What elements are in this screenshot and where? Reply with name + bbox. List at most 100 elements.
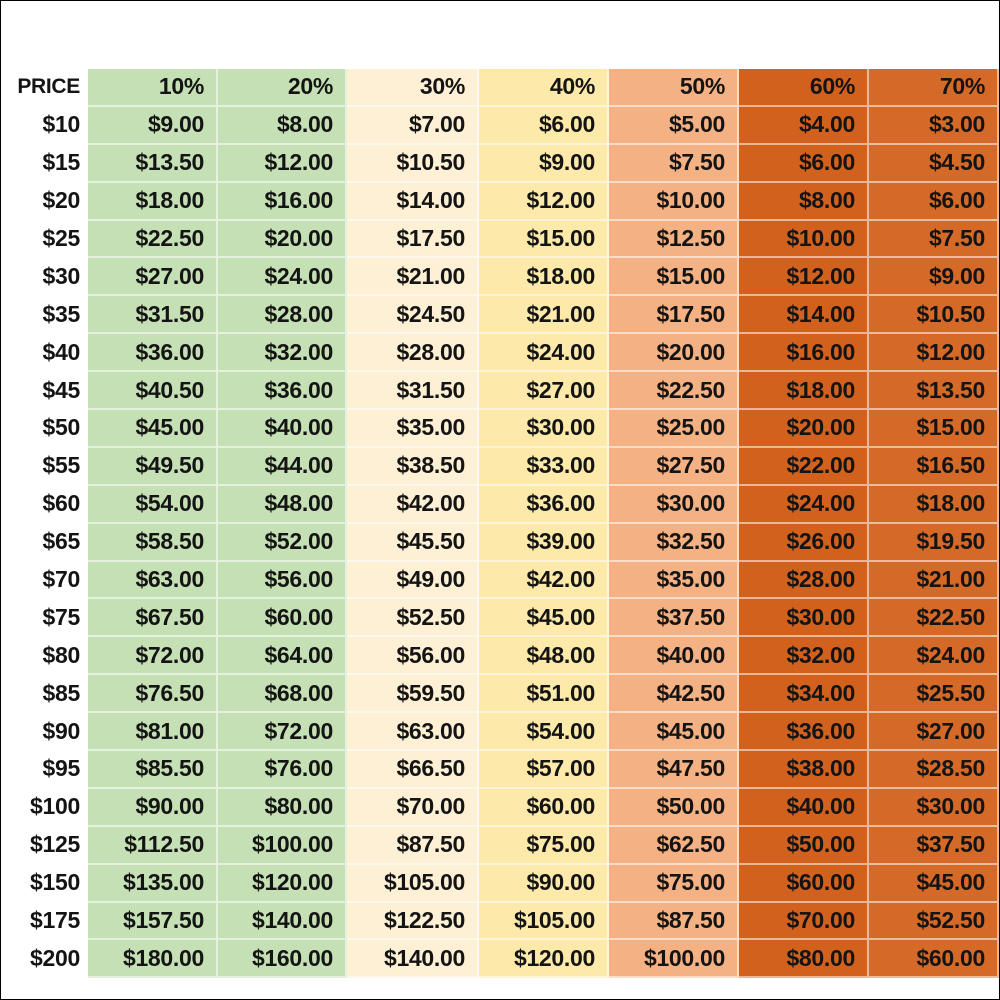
discounted-price-cell: $72.00 (88, 637, 218, 676)
discounted-price-cell: $27.50 (609, 447, 739, 486)
discounted-price-cell: $18.00 (869, 485, 999, 524)
discounted-price-cell: $15.00 (869, 410, 999, 448)
discounted-price-cell: $180.00 (88, 940, 218, 979)
discounted-price-cell: $18.00 (479, 258, 609, 297)
discounted-price-cell: $12.00 (869, 334, 999, 373)
discount-price-table: PRICE 10% 20% 30% 40% 50% 60% 70% $10 $9.00 $8.00 $… (1, 69, 999, 979)
discounted-price-cell: $38.00 (739, 751, 869, 789)
discounted-price-cell: $56.00 (347, 637, 479, 676)
discounted-price-cell: $105.00 (347, 864, 479, 903)
discounted-price-cell: $27.00 (869, 713, 999, 752)
discounted-price-cell: $22.00 (739, 447, 869, 486)
discounted-price-cell: $6.00 (739, 144, 869, 183)
discounted-price-cell: $17.50 (609, 296, 739, 335)
discounted-price-cell: $52.50 (347, 599, 479, 638)
row-price-label: $40 (1, 334, 88, 373)
discounted-price-cell: $52.00 (218, 523, 347, 562)
discounted-price-cell: $30.00 (869, 788, 999, 827)
discounted-price-cell: $90.00 (479, 864, 609, 903)
header-discount-20: 20% (218, 69, 347, 107)
discounted-price-cell: $22.50 (88, 220, 218, 259)
header-discount-30: 30% (347, 69, 479, 107)
row-price-label: $15 (1, 144, 88, 183)
discounted-price-cell: $12.00 (479, 182, 609, 221)
discounted-price-cell: $8.00 (218, 106, 347, 145)
discounted-price-cell: $56.00 (218, 561, 347, 600)
discounted-price-cell: $37.50 (869, 826, 999, 865)
discounted-price-cell: $32.00 (218, 334, 347, 373)
row-price-label: $85 (1, 675, 88, 714)
discounted-price-cell: $5.00 (609, 106, 739, 145)
discounted-price-cell: $35.00 (609, 561, 739, 600)
discounted-price-cell: $52.50 (869, 902, 999, 941)
discounted-price-cell: $27.00 (479, 372, 609, 411)
discounted-price-cell: $80.00 (218, 788, 347, 827)
row-price-label: $35 (1, 296, 88, 335)
discounted-price-cell: $60.00 (869, 940, 999, 979)
discounted-price-cell: $12.00 (739, 258, 869, 297)
row-price-label: $175 (1, 902, 88, 941)
discounted-price-cell: $25.50 (869, 675, 999, 714)
discounted-price-cell: $44.00 (218, 447, 347, 486)
row-price-label: $200 (1, 940, 88, 979)
discounted-price-cell: $54.00 (479, 713, 609, 752)
discounted-price-cell: $38.50 (347, 447, 479, 486)
discounted-price-cell: $28.50 (869, 751, 999, 789)
row-price-label: $50 (1, 410, 88, 448)
discounted-price-cell: $16.00 (218, 182, 347, 221)
discounted-price-cell: $42.00 (347, 485, 479, 524)
discounted-price-cell: $37.50 (609, 599, 739, 638)
discounted-price-cell: $19.50 (869, 523, 999, 562)
discounted-price-cell: $18.00 (739, 372, 869, 411)
discounted-price-cell: $40.50 (88, 372, 218, 411)
discounted-price-cell: $31.50 (88, 296, 218, 335)
discounted-price-cell: $39.00 (479, 523, 609, 562)
discounted-price-cell: $8.00 (739, 182, 869, 221)
discounted-price-cell: $12.00 (218, 144, 347, 183)
discounted-price-cell: $105.00 (479, 902, 609, 941)
discounted-price-cell: $157.50 (88, 902, 218, 941)
discounted-price-cell: $45.00 (479, 599, 609, 638)
discounted-price-cell: $33.00 (479, 447, 609, 486)
discounted-price-cell: $30.00 (609, 485, 739, 524)
discounted-price-cell: $6.00 (479, 106, 609, 145)
discounted-price-cell: $10.00 (739, 220, 869, 259)
discounted-price-cell: $45.00 (88, 410, 218, 448)
discounted-price-cell: $3.00 (869, 106, 999, 145)
discounted-price-cell: $32.00 (739, 637, 869, 676)
discounted-price-cell: $80.00 (739, 940, 869, 979)
discounted-price-cell: $70.00 (739, 902, 869, 941)
discounted-price-cell: $15.00 (479, 220, 609, 259)
discounted-price-cell: $24.00 (479, 334, 609, 373)
discounted-price-cell: $58.50 (88, 523, 218, 562)
discounted-price-cell: $25.00 (609, 410, 739, 448)
discounted-price-cell: $66.50 (347, 751, 479, 789)
discounted-price-cell: $21.00 (869, 561, 999, 600)
discounted-price-cell: $54.00 (88, 485, 218, 524)
discounted-price-cell: $20.00 (609, 334, 739, 373)
header-discount-10: 10% (88, 69, 218, 107)
discounted-price-cell: $30.00 (739, 599, 869, 638)
discounted-price-cell: $60.00 (739, 864, 869, 903)
discounted-price-cell: $36.00 (218, 372, 347, 411)
discounted-price-cell: $24.00 (218, 258, 347, 297)
discounted-price-cell: $31.50 (347, 372, 479, 411)
row-price-label: $25 (1, 220, 88, 259)
discounted-price-cell: $120.00 (479, 940, 609, 979)
discounted-price-cell: $36.00 (479, 485, 609, 524)
discounted-price-cell: $12.50 (609, 220, 739, 259)
discounted-price-cell: $67.50 (88, 599, 218, 638)
discounted-price-cell: $10.50 (347, 144, 479, 183)
row-price-label: $150 (1, 864, 88, 903)
discounted-price-cell: $36.00 (88, 334, 218, 373)
discounted-price-cell: $50.00 (609, 788, 739, 827)
row-price-label: $100 (1, 788, 88, 827)
discounted-price-cell: $28.00 (218, 296, 347, 335)
row-price-label: $45 (1, 372, 88, 411)
row-price-label: $20 (1, 182, 88, 221)
row-price-label: $55 (1, 447, 88, 486)
discounted-price-cell: $48.00 (479, 637, 609, 676)
discounted-price-cell: $49.50 (88, 447, 218, 486)
row-price-label: $80 (1, 637, 88, 676)
